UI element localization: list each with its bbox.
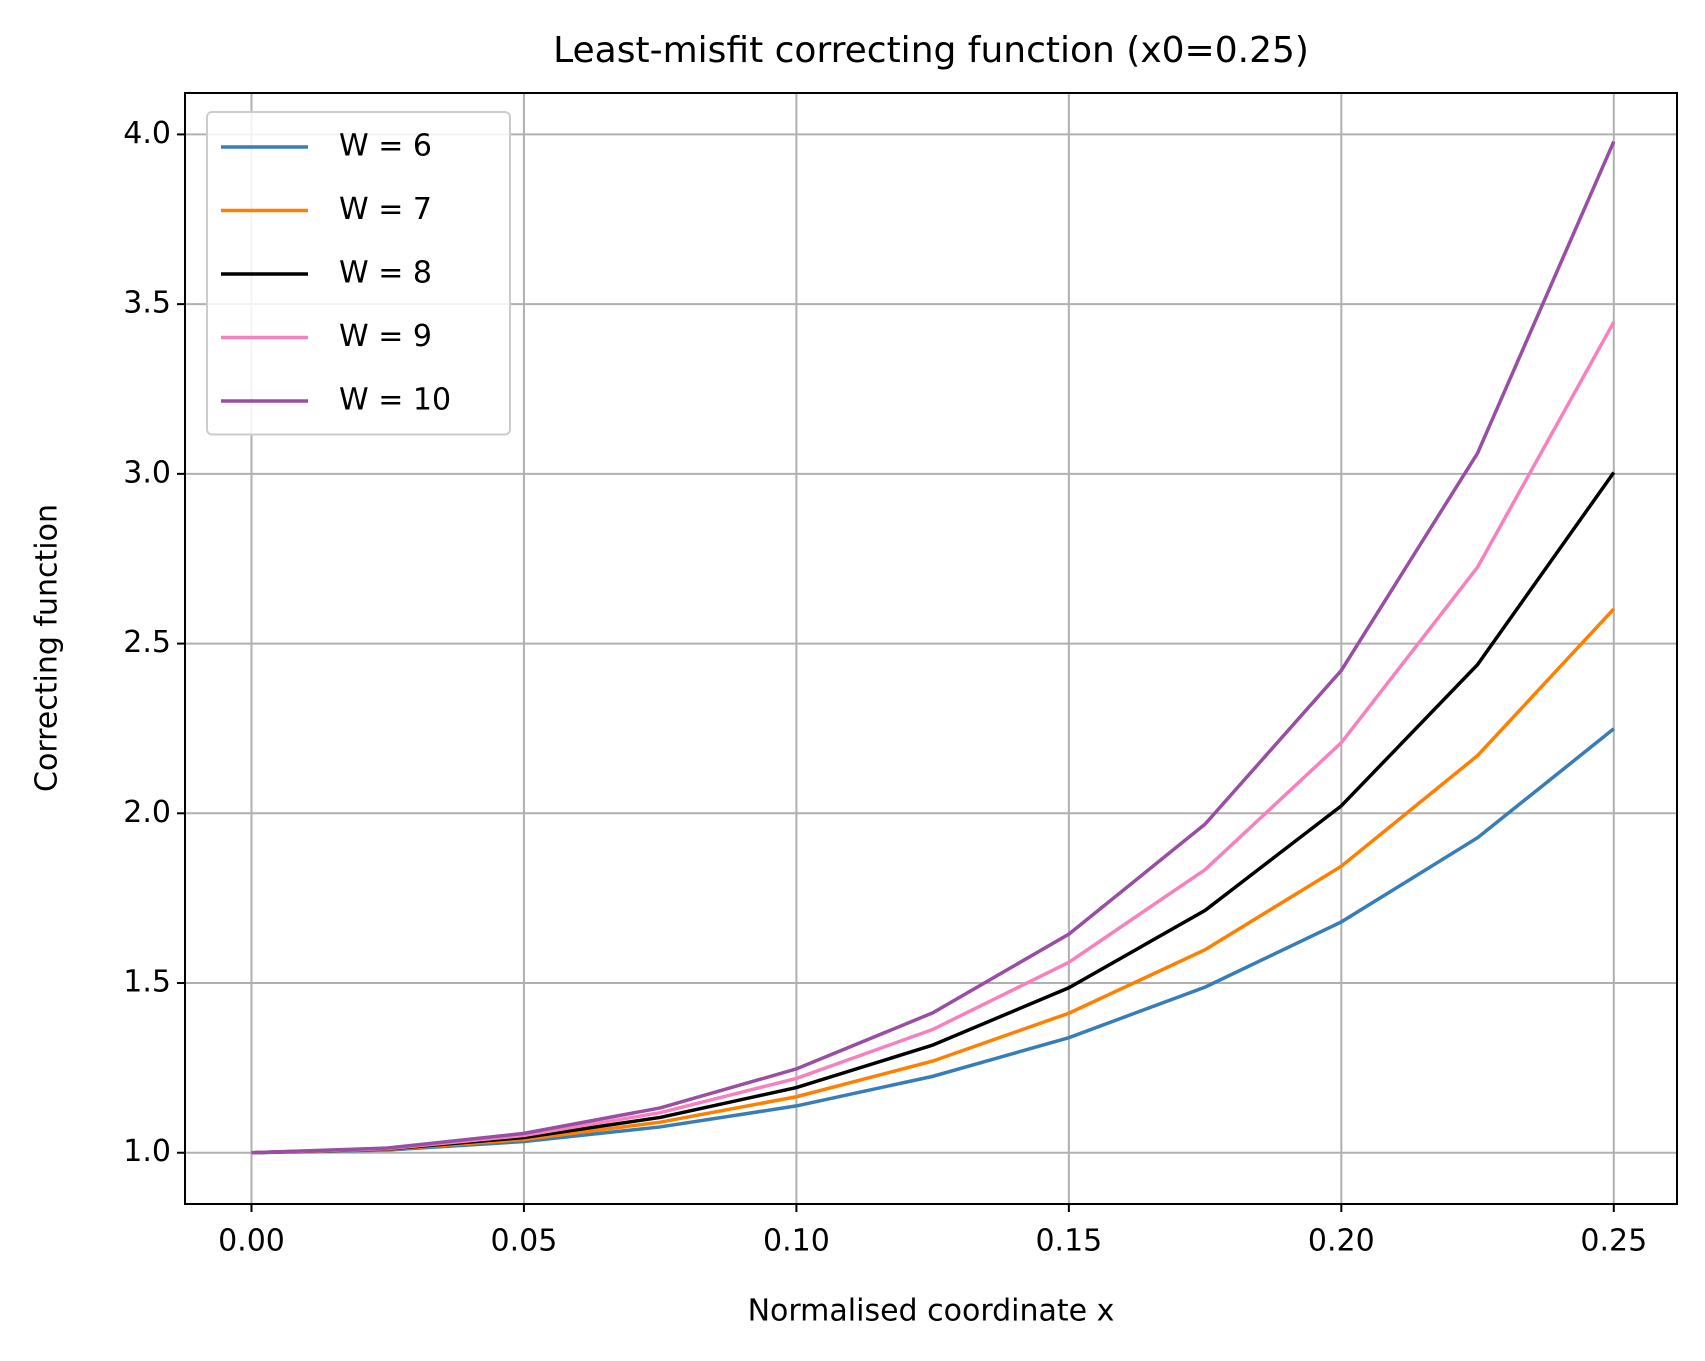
- y-tick-label: 2.5: [123, 625, 171, 660]
- chart-title: Least-misfit correcting function (x0=0.2…: [553, 30, 1309, 71]
- y-tick-label: 3.5: [123, 286, 171, 321]
- x-tick-label: 0.20: [1308, 1224, 1375, 1259]
- legend-label: W = 7: [339, 192, 432, 227]
- legend-label: W = 10: [339, 383, 451, 418]
- y-tick-label: 2.0: [123, 795, 171, 830]
- y-tick-label: 1.0: [123, 1134, 171, 1169]
- y-tick-label: 1.5: [123, 965, 171, 1000]
- legend: W = 6 W = 7 W = 8 W = 9 W = 10: [206, 111, 511, 436]
- y-axis-label: Correcting function: [30, 504, 65, 792]
- legend-box: [206, 111, 511, 436]
- y-tick-label: 4.0: [123, 116, 171, 151]
- x-tick-label: 0.15: [1035, 1224, 1102, 1259]
- x-tick-label: 0.10: [763, 1224, 830, 1259]
- x-tick-label: 0.00: [218, 1224, 285, 1259]
- y-tick-label: 3.0: [123, 455, 171, 490]
- legend-label: W = 9: [339, 319, 432, 354]
- x-tick-label: 0.05: [491, 1224, 558, 1259]
- plot-frame: [184, 92, 1678, 1205]
- x-tick-label: 0.25: [1580, 1224, 1647, 1259]
- legend-label: W = 8: [339, 256, 432, 291]
- legend-label: W = 6: [339, 129, 432, 164]
- x-axis-label: Normalised coordinate x: [748, 1294, 1115, 1329]
- line: [251, 140, 1616, 1155]
- line: [251, 727, 1615, 1155]
